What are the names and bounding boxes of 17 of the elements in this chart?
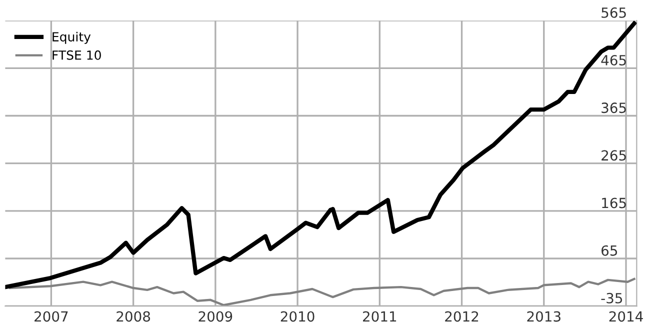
- x-tick-label: 2012: [445, 311, 478, 322]
- y-tick-label: -35: [601, 292, 622, 304]
- y-tick-label: 365: [602, 102, 626, 114]
- x-tick-label: 2010: [280, 311, 314, 322]
- y-tick-label: 265: [602, 150, 626, 161]
- legend-label: Equity: [52, 32, 91, 44]
- y-tick-label: 565: [602, 7, 626, 18]
- x-tick-label: 2007: [34, 311, 68, 322]
- y-tick-label: 165: [602, 198, 626, 208]
- y-tick-label: 465: [601, 54, 626, 66]
- legend-label: FTSE 10: [52, 50, 101, 60]
- x-tick-label: 2008: [116, 311, 150, 322]
- y-tick-label: 65: [602, 245, 618, 256]
- x-tick-label: 2014: [609, 311, 643, 322]
- x-tick-label: 2009: [198, 311, 232, 322]
- x-tick-label: 2013: [527, 311, 560, 322]
- x-tick-label: 2011: [363, 311, 396, 322]
